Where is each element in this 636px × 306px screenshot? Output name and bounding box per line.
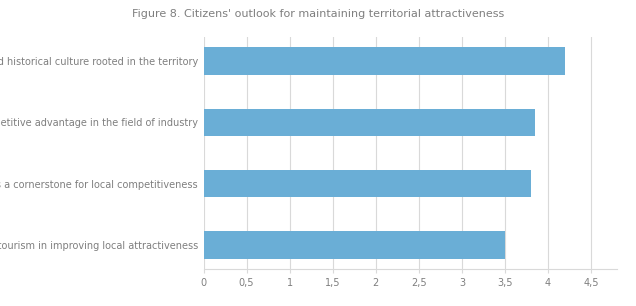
Bar	[204, 47, 565, 75]
Bar	[204, 170, 531, 197]
Bar	[204, 231, 505, 259]
Text: Figure 8. Citizens' outlook for maintaining territorial attractiveness: Figure 8. Citizens' outlook for maintain…	[132, 9, 504, 19]
Bar	[204, 109, 535, 136]
